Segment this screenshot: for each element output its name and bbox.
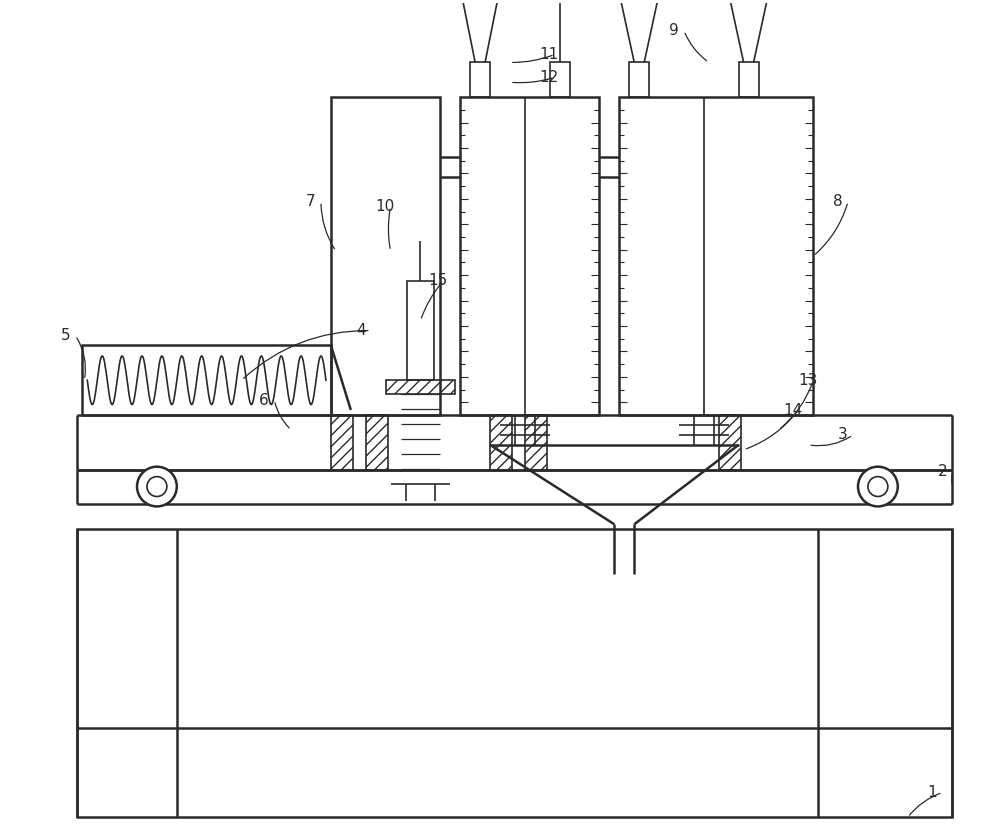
Bar [77, 530, 952, 817]
Text: 5: 5 [60, 328, 70, 343]
Bar [82, 345, 331, 415]
Text: 9: 9 [669, 23, 679, 38]
Bar [460, 97, 599, 415]
Bar [386, 380, 455, 394]
Text: 2: 2 [938, 464, 947, 479]
Bar [490, 415, 512, 469]
Circle shape [868, 477, 888, 496]
Bar [719, 415, 741, 469]
Text: 15: 15 [428, 273, 448, 288]
Circle shape [137, 467, 177, 506]
Text: 11: 11 [540, 47, 559, 62]
Text: 3: 3 [838, 427, 848, 442]
Bar [331, 97, 440, 415]
Circle shape [147, 477, 167, 496]
Bar [525, 415, 547, 469]
Text: 14: 14 [783, 402, 803, 417]
Text: 4: 4 [356, 323, 365, 338]
Text: 10: 10 [376, 199, 395, 214]
Circle shape [858, 467, 898, 506]
Text: 12: 12 [540, 70, 559, 85]
Bar [366, 415, 388, 469]
Bar [550, 62, 570, 97]
Text: 7: 7 [306, 194, 316, 209]
Bar [739, 62, 759, 97]
Text: 8: 8 [833, 194, 843, 209]
Bar [407, 281, 434, 380]
Bar [619, 97, 813, 415]
Bar [331, 415, 353, 469]
Text: 13: 13 [798, 373, 818, 388]
Text: 1: 1 [928, 785, 937, 800]
Bar [629, 62, 649, 97]
Bar [470, 62, 490, 97]
Text: 6: 6 [259, 393, 269, 407]
